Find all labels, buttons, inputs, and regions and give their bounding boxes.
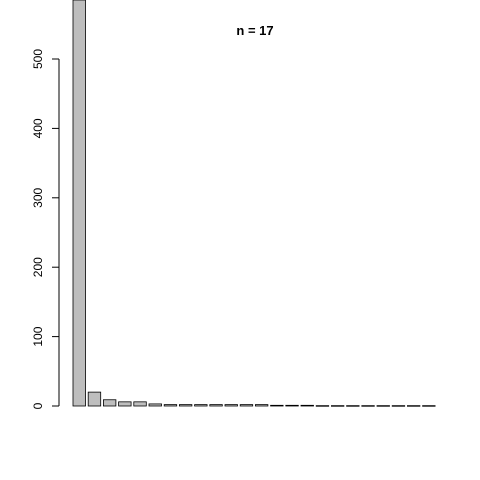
bar-9: [194, 404, 208, 407]
bar-7: [163, 404, 178, 407]
bar-19: [346, 405, 360, 407]
bar-3: [103, 399, 117, 407]
bar-22: [391, 405, 406, 407]
y-tick-label-0: 0: [31, 402, 45, 409]
bar-21: [376, 405, 390, 407]
y-tick-label-300: 300: [31, 187, 45, 207]
bar-11: [224, 404, 238, 407]
y-tick-label-500: 500: [31, 49, 45, 69]
bar-2: [87, 391, 102, 407]
chart-title: n = 17: [236, 23, 273, 38]
bar-13: [254, 404, 269, 407]
bar-17: [315, 405, 330, 407]
y-tick-label-200: 200: [31, 257, 45, 277]
bar-15: [285, 404, 299, 407]
y-axis: 0 100 200 300 400 500: [31, 49, 60, 409]
bars-group: [72, 0, 436, 407]
bar-12: [239, 404, 254, 407]
bar-10: [209, 404, 223, 407]
bar-18: [330, 405, 345, 407]
bar-8: [178, 404, 193, 407]
bar-20: [361, 405, 375, 407]
bar-24: [422, 405, 436, 407]
bar-6: [148, 403, 162, 407]
y-tick-label-400: 400: [31, 118, 45, 138]
bar-23: [406, 405, 421, 407]
bar-1: [72, 0, 86, 407]
bar-16: [300, 404, 314, 407]
y-tick-label-100: 100: [31, 326, 45, 346]
bar-4: [118, 401, 132, 407]
bar-14: [270, 404, 284, 407]
bar-5: [133, 401, 147, 407]
